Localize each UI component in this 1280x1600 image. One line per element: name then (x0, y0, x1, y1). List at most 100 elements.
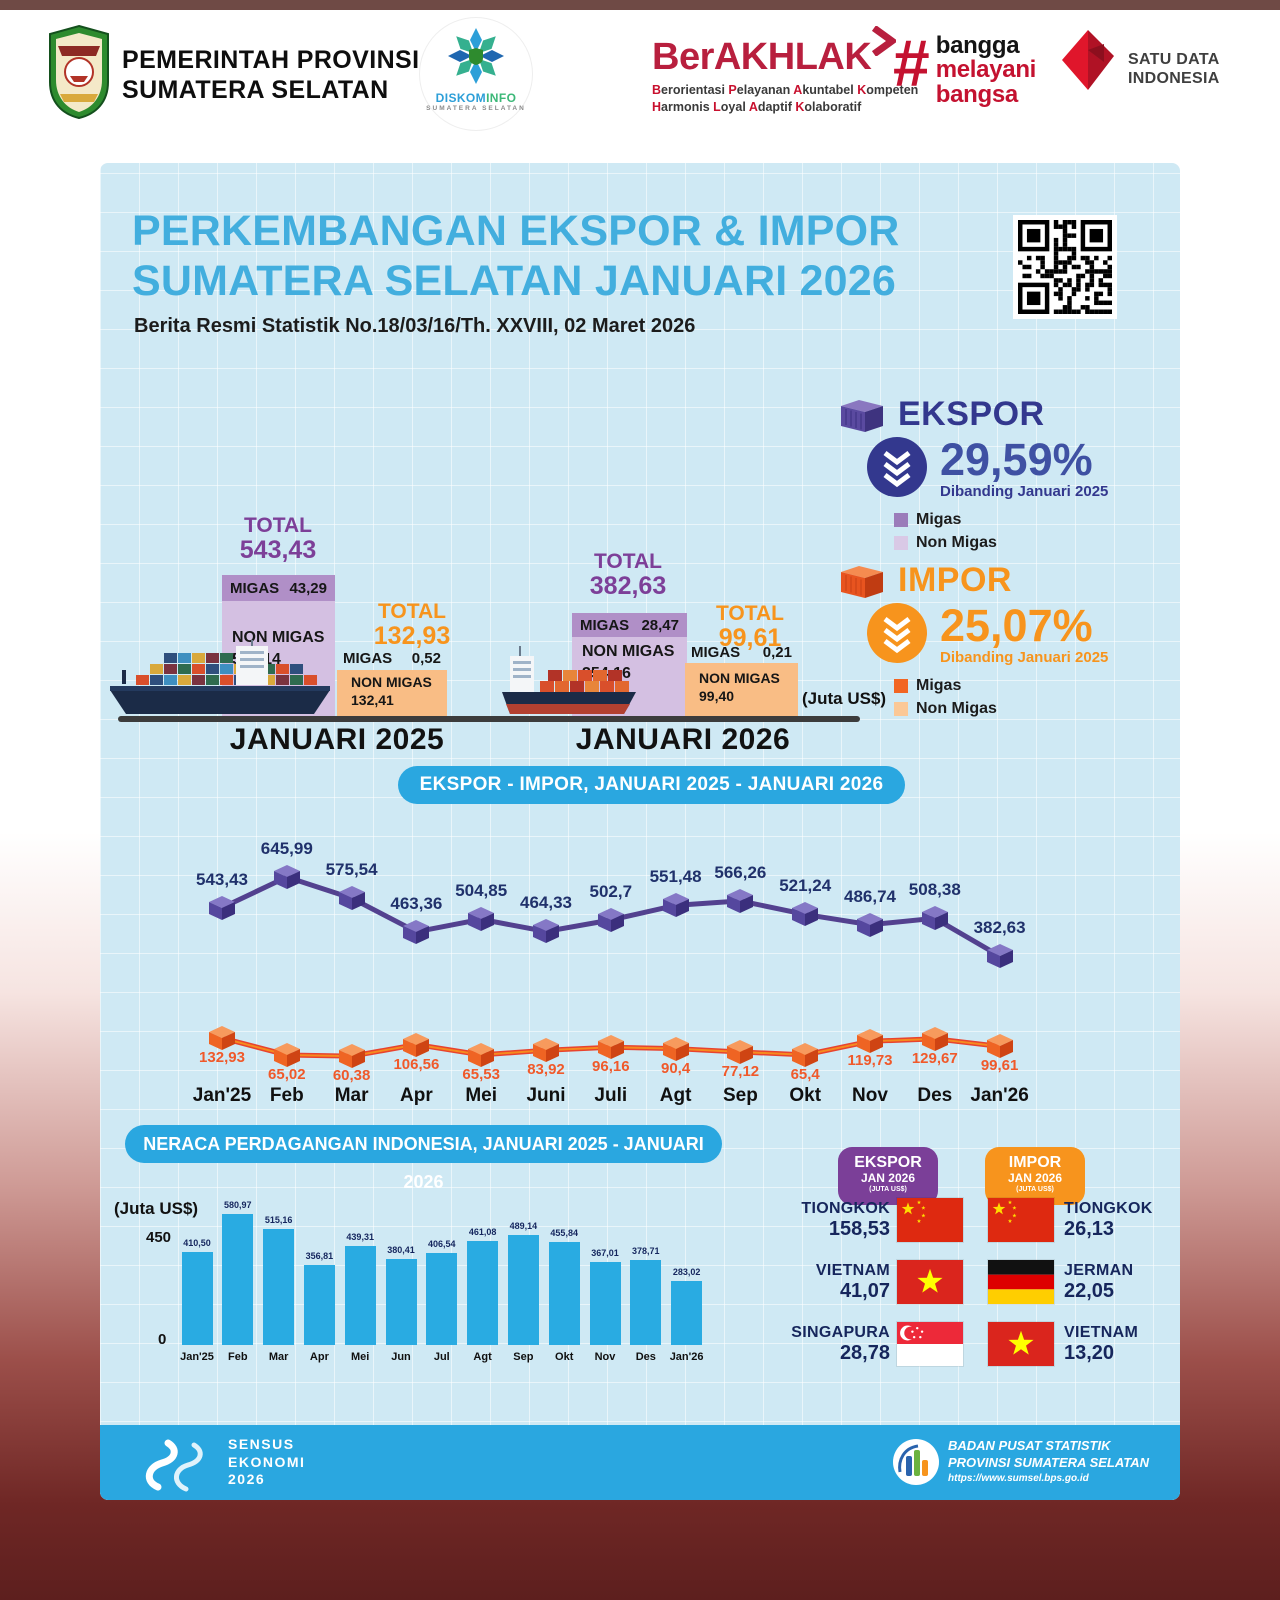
line-chart-month-label: Nov (852, 1085, 888, 1106)
group-label-jan2025: JANUARI 2025 (229, 723, 445, 756)
impor-point-label: 106,56 (393, 1055, 440, 1073)
neraca-bar (263, 1228, 295, 1345)
impor-point-marker (531, 1037, 561, 1063)
ekspor-point-marker (596, 907, 626, 933)
cargo-ship-illustration-2026 (502, 646, 636, 714)
cn-flag-icon (988, 1198, 1054, 1242)
diskominfo-logo: DISKOMINFO SUMATERA SELATAN (420, 18, 532, 130)
satu-data-diamond-icon (1062, 30, 1114, 90)
nonmigas-word: NON MIGAS (232, 629, 325, 646)
line-chart-month-label: Agt (659, 1085, 692, 1106)
nonmigas-value: 99,40 (699, 688, 735, 705)
ekspor-point-label: 464,33 (520, 893, 572, 913)
neraca-y-axis-label: (Juta US$) (114, 1199, 199, 1218)
neraca-bar-label: 461,08 (468, 1227, 497, 1238)
cn-flag-icon (897, 1198, 963, 1242)
ekspor-point-marker (725, 888, 755, 914)
sensus-line2: EKONOMI (228, 1453, 306, 1470)
impor-heading: IMPOR (898, 561, 1012, 599)
impor-2026-migas-line: MIGAS 0,21 (685, 644, 798, 661)
country-value: 41,07 (839, 1279, 890, 1302)
impor-point-label: 83,92 (527, 1061, 565, 1079)
total-word: TOTAL (243, 514, 313, 537)
neraca-bar (303, 1264, 335, 1345)
nonmigas-value: 132,41 (351, 692, 394, 709)
country-value: 158,53 (828, 1217, 890, 1240)
ekspor-point-label: 566,26 (714, 862, 767, 882)
country-name: JERMAN (1064, 1262, 1134, 1279)
ekspor-2025-total: TOTAL 543,43 (218, 514, 338, 563)
berakhlak-wordmark: BerAKHLAK (652, 36, 872, 78)
neraca-bar-label: 356,81 (305, 1250, 334, 1261)
ekspor-point-marker (401, 919, 431, 945)
neraca-bar (507, 1234, 539, 1345)
berakhlak-logo: BerAKHLAK Berorientasi Pelayanan Akuntab… (652, 26, 919, 116)
ekspor-point-marker (531, 918, 561, 944)
partner-impor-unit: (JUTA US$) (1016, 1186, 1054, 1194)
impor-2026-bar: NON MIGAS 99,40 (685, 663, 798, 716)
neraca-month-label: Jun (391, 1351, 411, 1363)
neraca-month-label: Nov (594, 1351, 616, 1363)
nonmigas-word: NON MIGAS (582, 643, 675, 660)
neraca-bar (630, 1259, 662, 1345)
total-word: TOTAL (377, 600, 447, 623)
container-icon-purple (841, 399, 883, 432)
impor-point-marker (855, 1028, 885, 1054)
bangga-word3: bangsa (935, 80, 1019, 108)
ekspor-point-marker (920, 905, 950, 931)
neraca-month-label: Jan'26 (669, 1351, 704, 1363)
neraca-bar (467, 1241, 499, 1345)
line-chart-month-label: Okt (789, 1085, 822, 1106)
partner-impor-country: TIONGKOK 26,13 (1064, 1200, 1180, 1240)
footer-band: SENSUS EKONOMI 2026 BADAN PUSAT STATISTI… (100, 1425, 1180, 1500)
satu-data-line2: INDONESIA (1128, 69, 1220, 87)
neraca-bar-label: 380,41 (387, 1245, 415, 1256)
ekspor-point-label: 521,24 (779, 876, 832, 896)
de-flag-icon (988, 1260, 1054, 1304)
impor-point-label: 129,67 (911, 1049, 958, 1067)
diskominfo-name: DISKOMINFO (420, 91, 532, 105)
ekspor-2025-migas-band: MIGAS 43,29 (222, 575, 335, 601)
impor-2025-migas-line: MIGAS 0,52 (337, 650, 447, 667)
legend-swatch-nonmigas-impor (894, 702, 908, 717)
vn-flag-icon (988, 1322, 1054, 1366)
line-chart-month-label: Apr (400, 1085, 433, 1106)
neraca-bar-label: 367,01 (591, 1248, 619, 1259)
impor-point-marker (207, 1025, 237, 1051)
berakhlak-tagline1: Berorientasi Pelayanan Akuntabel Kompete… (652, 83, 919, 97)
line-chart-month-label: Juni (526, 1085, 566, 1106)
diskominfo-sub: SUMATERA SELATAN (426, 105, 526, 112)
line-chart-month-label: Des (917, 1085, 953, 1106)
nonmigas-word: NON MIGAS (351, 674, 432, 690)
neraca-bar (548, 1242, 580, 1345)
migas-word: MIGAS (230, 579, 280, 597)
neraca-bar (671, 1281, 703, 1345)
legend-swatch-migas-ekspor (894, 512, 908, 527)
ekspor-point-label: 543,43 (196, 869, 248, 889)
nonmigas-word: NON MIGAS (699, 670, 780, 686)
impor-point-label: 90,4 (660, 1059, 691, 1077)
migas-word: MIGAS (343, 650, 393, 667)
impor-2026-total: TOTAL 99,61 (690, 602, 810, 651)
ekspor-point-marker (855, 912, 885, 938)
country-value: 26,13 (1064, 1217, 1115, 1240)
ekspor-point-label: 645,99 (260, 839, 313, 858)
country-name: TIONGKOK (1064, 1200, 1153, 1217)
line-chart-month-label: Feb (269, 1085, 304, 1106)
neraca-bar (589, 1262, 621, 1345)
impor-point-marker (725, 1039, 755, 1065)
neraca-tick-450: 450 (146, 1229, 172, 1246)
neraca-bar (222, 1213, 254, 1345)
migas-value: 28,47 (641, 616, 679, 634)
line-chart-month-label: Juli (594, 1085, 628, 1106)
bps-line1: BADAN PUSAT STATISTIK (948, 1438, 1111, 1453)
neraca-bar (181, 1252, 213, 1345)
sensus-line3: 2026 (228, 1471, 266, 1487)
main-panel: PERKEMBANGAN EKSPOR & IMPOR SUMATERA SEL… (100, 163, 1180, 1500)
impor-point-marker (466, 1042, 496, 1068)
release-subtitle: Berita Resmi Statistik No.18/03/16/Th. X… (134, 315, 696, 337)
impor-point-label: 65,02 (268, 1065, 306, 1083)
impor-point-marker (790, 1042, 820, 1068)
neraca-month-label: Okt (555, 1351, 574, 1363)
